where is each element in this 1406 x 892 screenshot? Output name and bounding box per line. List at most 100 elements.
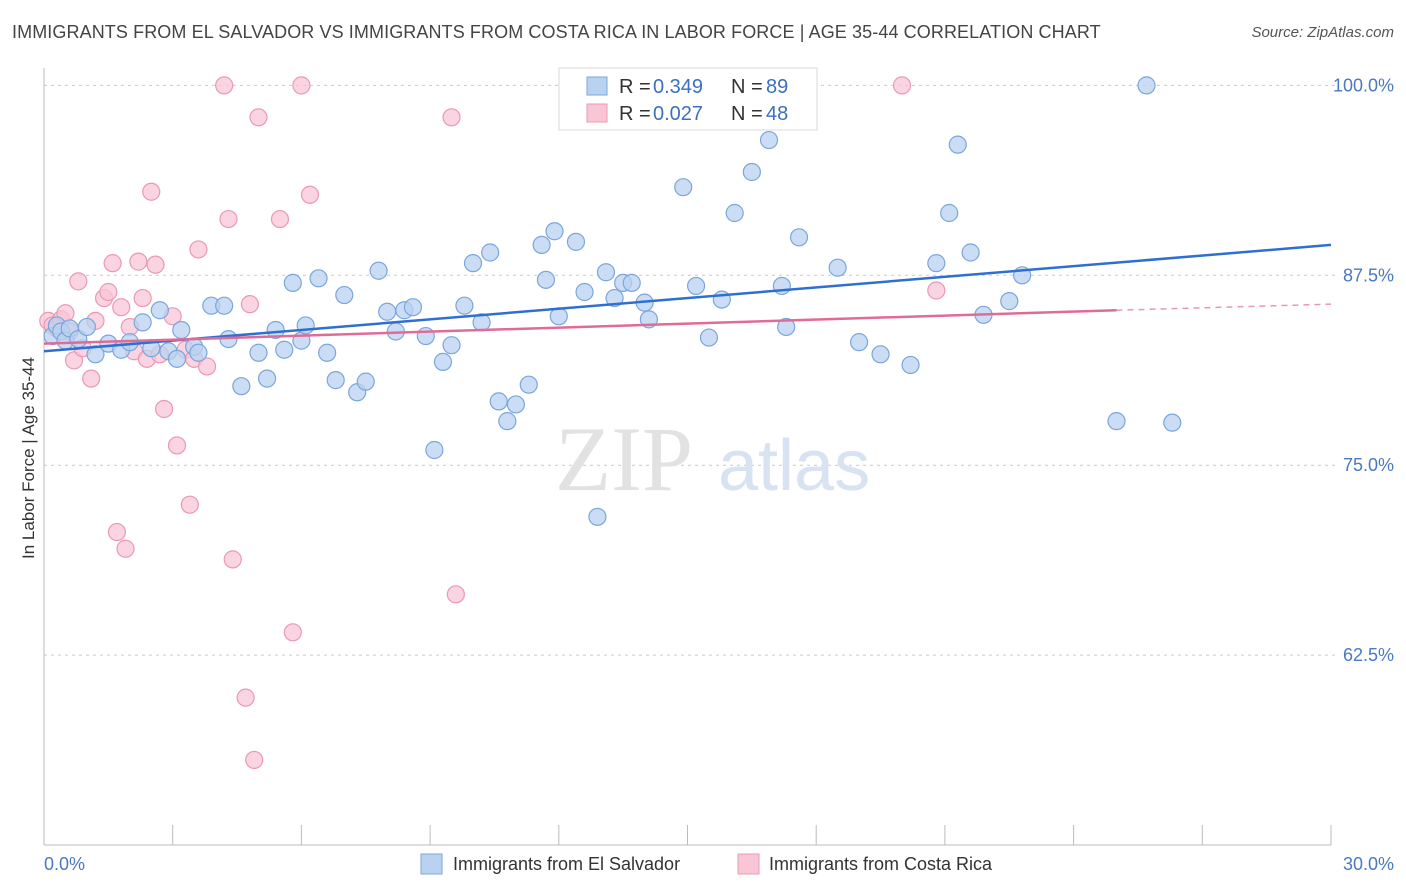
costa-rica-trend-extension xyxy=(1116,303,1332,311)
el-salvador-point-77 xyxy=(849,333,869,352)
costa-rica-point-38 xyxy=(249,108,268,127)
el-salvador-point-41 xyxy=(416,326,435,346)
costa-rica-point-13 xyxy=(103,254,122,273)
el-salvador-point-58 xyxy=(575,282,594,302)
el-salvador-point-61 xyxy=(605,288,624,308)
el-salvador-point-22 xyxy=(232,377,251,396)
legend-swatch-blue xyxy=(586,76,608,96)
costa-rica-point-20 xyxy=(133,288,152,308)
costa-rica-point-36 xyxy=(236,688,255,707)
costa-rica-point-29 xyxy=(180,495,199,514)
el-salvador-point-26 xyxy=(275,340,294,359)
el-salvador-point-36 xyxy=(369,261,388,280)
el-salvador-point-57 xyxy=(566,232,586,251)
el-salvador-point-11 xyxy=(133,313,152,332)
costa-rica-point-37 xyxy=(240,295,260,314)
el-salvador-point-43 xyxy=(433,352,453,371)
legend-n-label-2: N = xyxy=(731,103,763,125)
el-salvador-point-16 xyxy=(172,320,191,340)
grid-lines xyxy=(44,84,1337,656)
watermark: ZIP atlas xyxy=(555,408,870,510)
watermark-zip: ZIP xyxy=(555,408,693,510)
el-salvador-point-81 xyxy=(940,203,959,223)
y-tick-label-0: 62.5% xyxy=(1343,645,1394,665)
el-salvador-point-85 xyxy=(1000,292,1019,311)
el-salvador-point-87 xyxy=(1107,412,1126,431)
costa-rica-point-34 xyxy=(219,209,238,229)
el-salvador-point-49 xyxy=(489,392,508,411)
costa-rica-point-42 xyxy=(300,185,320,204)
el-salvador-point-25 xyxy=(266,320,285,340)
costa-rica-point-43 xyxy=(245,750,264,770)
legend-n-label-1: N = xyxy=(731,76,763,98)
legend-r-value-2: 0.027 xyxy=(653,103,703,125)
el-salvador-point-51 xyxy=(506,395,526,414)
el-salvador-point-82 xyxy=(948,135,967,154)
costa-rica-point-44 xyxy=(442,108,461,127)
el-salvador-point-67 xyxy=(686,276,706,296)
watermark-atlas: atlas xyxy=(718,426,870,506)
costa-rica-point-39 xyxy=(270,209,290,229)
series-legend-costa-rica: Immigrants from Costa Rica xyxy=(769,854,993,874)
y-axis-title: In Labor Force | Age 35-44 xyxy=(19,357,38,559)
costa-rica-points xyxy=(39,76,946,770)
el-salvador-point-83 xyxy=(961,243,980,262)
el-salvador-point-70 xyxy=(725,203,744,223)
costa-rica-point-31 xyxy=(189,240,208,259)
series-legend-swatch-el-salvador xyxy=(420,853,443,875)
el-salvador-point-50 xyxy=(498,412,517,431)
costa-rica-point-15 xyxy=(112,298,131,317)
legend-r-label-2: R = xyxy=(619,103,651,125)
series-legend: Immigrants from El Salvador Immigrants f… xyxy=(420,853,993,875)
el-salvador-point-45 xyxy=(455,296,474,315)
costa-rica-point-33 xyxy=(215,76,234,95)
x-tick-label-min: 0.0% xyxy=(44,854,85,874)
el-salvador-point-75 xyxy=(789,228,809,247)
costa-rica-point-23 xyxy=(146,255,165,274)
costa-rica-point-7 xyxy=(69,272,88,291)
costa-rica-point-46 xyxy=(892,76,912,95)
costa-rica-point-35 xyxy=(223,550,242,569)
el-salvador-point-15 xyxy=(167,349,187,368)
costa-rica-point-47 xyxy=(927,281,946,300)
y-tick-label-2: 87.5% xyxy=(1343,265,1394,285)
costa-rica-point-45 xyxy=(446,585,465,604)
axes xyxy=(43,68,1332,846)
series-legend-el-salvador: Immigrants from El Salvador xyxy=(453,854,680,874)
costa-rica-point-14 xyxy=(107,522,127,542)
el-salvador-point-68 xyxy=(699,328,719,347)
el-salvador-point-59 xyxy=(588,507,607,526)
costa-rica-point-40 xyxy=(283,623,302,642)
el-salvador-point-6 xyxy=(77,317,97,337)
el-salvador-point-55 xyxy=(545,222,564,241)
el-salvador-point-40 xyxy=(403,298,423,317)
stats-legend: R = 0.349 N = 89 R = 0.027 N = 48 xyxy=(558,67,818,131)
costa-rica-point-12 xyxy=(99,282,118,302)
el-salvador-point-44 xyxy=(442,336,461,355)
el-salvador-point-60 xyxy=(596,263,616,282)
el-salvador-point-24 xyxy=(257,369,277,388)
el-salvador-point-46 xyxy=(463,254,483,273)
el-salvador-points xyxy=(43,76,1182,526)
el-salvador-point-76 xyxy=(828,258,847,277)
y-tick-label-3: 100.0% xyxy=(1333,75,1394,95)
costa-rica-point-25 xyxy=(155,399,174,419)
legend-n-value-1: 89 xyxy=(766,76,788,98)
chart-title: IMMIGRANTS FROM EL SALVADOR VS IMMIGRANT… xyxy=(12,22,1101,42)
el-salvador-point-42 xyxy=(425,440,444,460)
el-salvador-point-79 xyxy=(901,355,920,375)
el-salvador-point-63 xyxy=(622,273,641,292)
costa-rica-point-27 xyxy=(167,436,187,455)
el-salvador-trend-line xyxy=(43,243,1332,353)
x-tick-label-max: 30.0% xyxy=(1343,854,1394,874)
el-salvador-point-71 xyxy=(742,162,761,182)
source-label: Source: ZipAtlas.com xyxy=(1251,24,1394,41)
el-salvador-point-66 xyxy=(674,178,693,197)
costa-rica-point-41 xyxy=(292,76,311,95)
el-salvador-point-27 xyxy=(283,273,302,292)
legend-n-value-2: 48 xyxy=(766,103,788,125)
el-salvador-point-48 xyxy=(481,243,500,262)
el-salvador-point-31 xyxy=(318,343,337,362)
y-tick-label-1: 75.0% xyxy=(1343,455,1394,475)
